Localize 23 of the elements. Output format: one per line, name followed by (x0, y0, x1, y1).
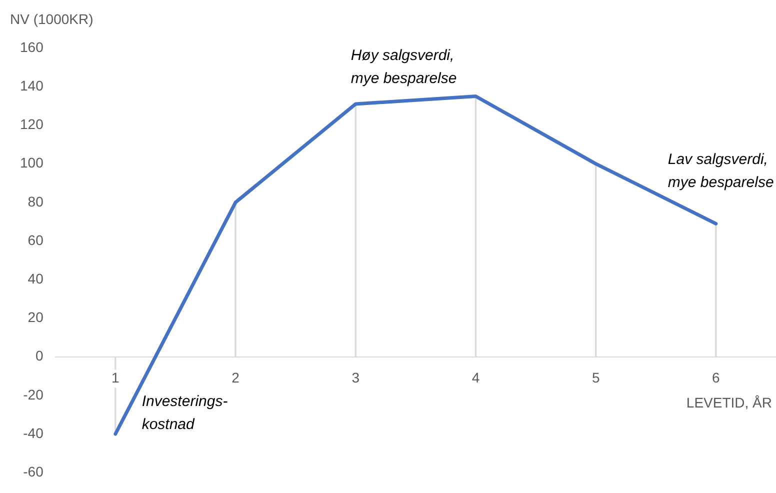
y-tick-label: 100 (20, 154, 44, 171)
y-axis-title: NV (1000KR) (10, 10, 94, 27)
annotation: Høy salgsverdi, mye besparelse (350, 46, 457, 87)
x-tick-label: 6 (712, 370, 720, 386)
y-tick-label: -60 (23, 463, 44, 480)
y-tick-label: 0 (36, 348, 44, 364)
y-tick-label: 140 (20, 77, 44, 94)
y-tick-label: 20 (28, 309, 44, 326)
annotation: Investerings- kostnad (142, 392, 228, 433)
x-tick-label: 3 (352, 370, 360, 386)
annotation: Lav salgsverdi, mye besparelse (668, 150, 774, 191)
x-tick-label: 1 (112, 370, 120, 386)
x-tick-label: 5 (592, 370, 600, 386)
x-axis-title: LEVETID, ÅR (686, 394, 772, 411)
y-tick-label: 60 (28, 232, 44, 248)
y-tick-label: 160 (20, 38, 44, 55)
y-tick-label: 80 (28, 193, 44, 210)
y-tick-label: -20 (23, 386, 44, 402)
x-tick-label: 4 (472, 370, 480, 386)
y-tick-label: -40 (23, 424, 44, 441)
y-tick-label: 40 (28, 270, 44, 286)
y-tick-label: 120 (20, 116, 44, 132)
x-tick-label: 2 (232, 370, 240, 386)
